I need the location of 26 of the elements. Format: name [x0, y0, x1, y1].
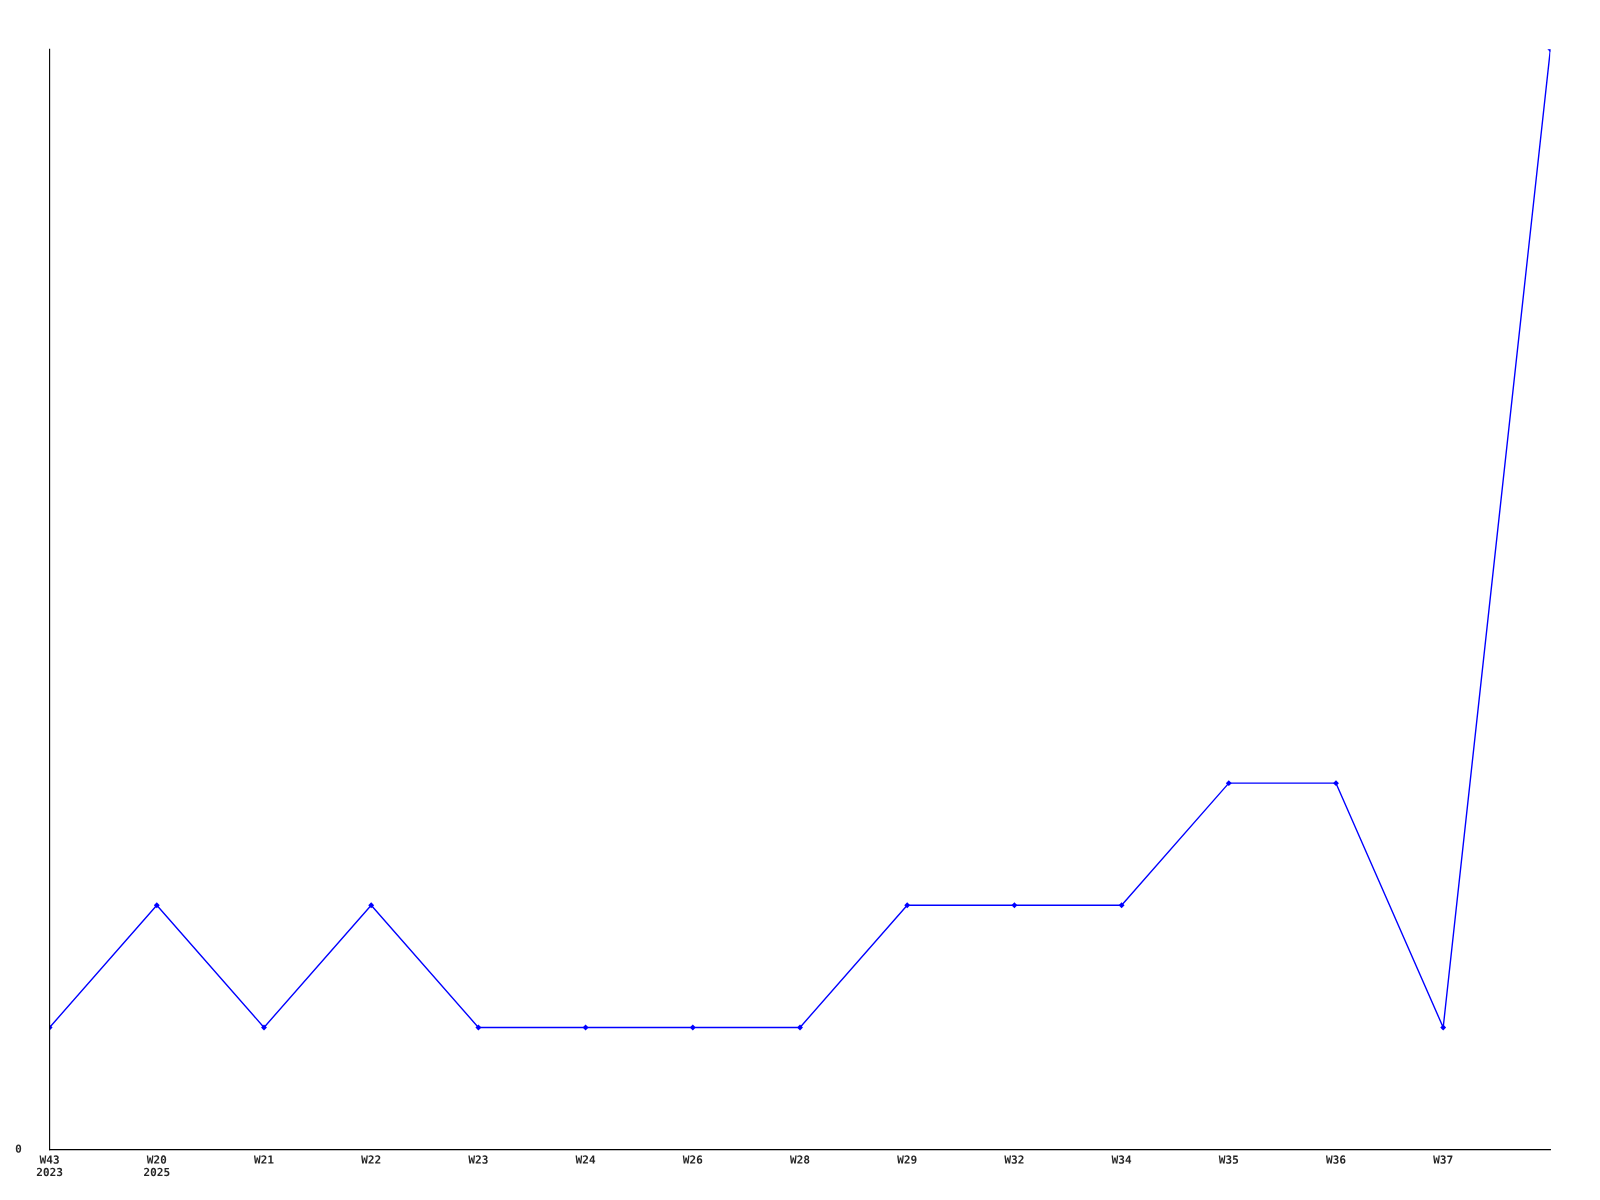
- x-tick-label: W26: [682, 1155, 703, 1164]
- point: [1118, 902, 1125, 909]
- point: [797, 1024, 803, 1031]
- x-tick-label: W37: [1433, 1155, 1453, 1164]
- point: [1333, 780, 1339, 787]
- point: [689, 1024, 696, 1031]
- x-tick-label: W29: [897, 1155, 917, 1164]
- x-tick-label: W28: [789, 1155, 810, 1164]
- x-tick-label: W35: [1218, 1155, 1239, 1164]
- x-tick-label: W43 2023: [36, 1155, 63, 1177]
- x-tick-label: W22: [361, 1155, 381, 1164]
- text: 0: [15, 1144, 22, 1153]
- point: [261, 1024, 267, 1031]
- x-tick-label: W24: [575, 1155, 596, 1164]
- x-tick-label: W32: [1004, 1155, 1024, 1164]
- point: [1440, 1024, 1447, 1031]
- x-tick-label: W36: [1325, 1155, 1346, 1164]
- point: [1011, 902, 1018, 909]
- x-tick-label: W23: [468, 1155, 488, 1164]
- x-tick-label: W34: [1111, 1155, 1132, 1164]
- point: [1225, 780, 1232, 787]
- point: [904, 902, 911, 909]
- x-tick-label: W21: [253, 1155, 274, 1164]
- point: [153, 902, 160, 909]
- point: [368, 902, 375, 909]
- x-tick-label: W20 2025: [144, 1155, 170, 1177]
